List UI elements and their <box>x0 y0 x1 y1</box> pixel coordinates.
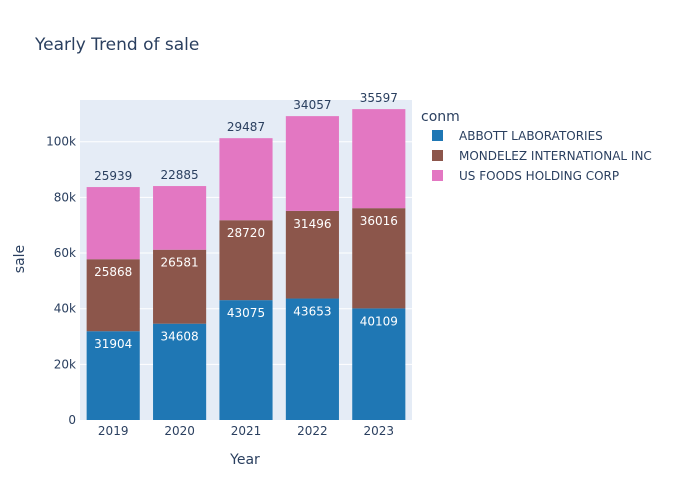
legend[interactable]: conm ABBOTT LABORATORIES MONDELEZ INTERNA… <box>421 109 652 183</box>
x-tick-label: 2023 <box>364 424 395 438</box>
bar-segment[interactable] <box>352 208 406 309</box>
legend-label: US FOODS HOLDING CORP <box>459 169 619 183</box>
bar-segment[interactable] <box>285 210 339 299</box>
bar-segment[interactable] <box>285 116 339 211</box>
bar-value-label: 29487 <box>227 120 265 134</box>
legend-item[interactable]: US FOODS HOLDING CORP <box>432 169 619 183</box>
bar-value-label: 43653 <box>293 305 331 319</box>
bar-segment[interactable] <box>285 298 339 420</box>
legend-item[interactable]: MONDELEZ INTERNATIONAL INC <box>432 149 652 163</box>
bar-segment[interactable] <box>352 109 406 209</box>
bar-value-label: 40109 <box>360 314 398 328</box>
bar-segment[interactable] <box>86 259 140 332</box>
bar-segment[interactable] <box>352 308 406 420</box>
legend-swatch <box>432 170 443 181</box>
bar-value-label: 22885 <box>161 168 199 182</box>
bar-value-label: 31496 <box>293 217 331 231</box>
bar-value-label: 36016 <box>360 214 398 228</box>
chart-title: Yearly Trend of sale <box>34 35 199 55</box>
legend-item[interactable]: ABBOTT LABORATORIES <box>432 129 603 143</box>
x-tick-label: 2019 <box>98 424 129 438</box>
legend-title: conm <box>421 109 460 125</box>
bar-value-label: 34057 <box>293 98 331 112</box>
x-tick-label: 2021 <box>231 424 262 438</box>
y-tick-label: 80k <box>54 190 76 204</box>
bar-value-label: 34608 <box>161 330 199 344</box>
x-axis-ticks: 2019 2020 2021 2022 2023 <box>98 424 394 438</box>
bar-value-label: 25868 <box>94 265 132 279</box>
bar-segment[interactable] <box>86 187 140 260</box>
bar-value-label: 26581 <box>161 256 199 270</box>
bar-value-labels: 31904 25868 25939 34608 26581 22885 43075 28720… <box>94 91 398 351</box>
legend-swatch <box>432 150 443 161</box>
y-axis-ticks: 0 20k 40k 60k 80k 100k <box>46 135 76 427</box>
bars <box>86 109 406 420</box>
bar-value-label: 43075 <box>227 306 265 320</box>
legend-label: MONDELEZ INTERNATIONAL INC <box>459 149 652 163</box>
legend-label: ABBOTT LABORATORIES <box>459 129 603 143</box>
bar-value-label: 35597 <box>360 91 398 105</box>
bar-value-label: 28720 <box>227 226 265 240</box>
x-tick-label: 2020 <box>164 424 195 438</box>
y-axis-title: sale <box>12 245 28 273</box>
bar-segment[interactable] <box>153 249 207 324</box>
x-axis-title: Year <box>229 452 260 468</box>
y-tick-label: 40k <box>54 302 76 316</box>
y-tick-label: 60k <box>54 246 76 260</box>
bar-segment[interactable] <box>153 323 207 420</box>
legend-swatch <box>432 130 443 141</box>
y-tick-label: 0 <box>68 413 76 427</box>
bar-value-label: 25939 <box>94 169 132 183</box>
bar-segment[interactable] <box>219 138 273 221</box>
x-tick-label: 2022 <box>297 424 328 438</box>
bar-value-label: 31904 <box>94 337 132 351</box>
bar-segment[interactable] <box>219 220 273 301</box>
bar-segment[interactable] <box>219 300 273 420</box>
bar-segment[interactable] <box>86 331 140 420</box>
y-tick-label: 100k <box>46 135 76 149</box>
y-tick-label: 20k <box>54 357 76 371</box>
bar-segment[interactable] <box>153 186 207 250</box>
